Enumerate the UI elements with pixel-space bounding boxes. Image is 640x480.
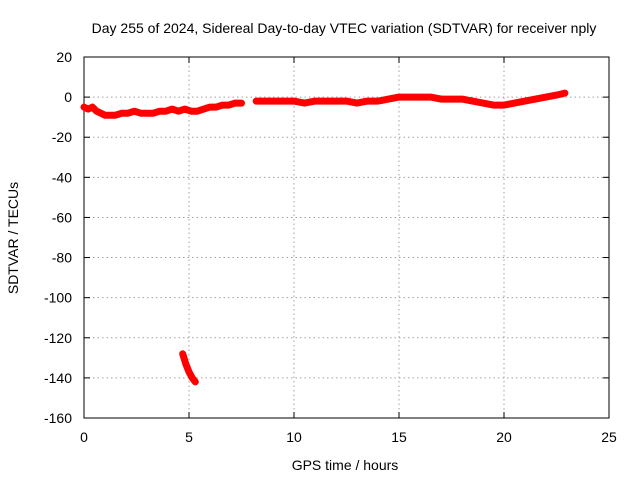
plot-frame <box>83 56 610 419</box>
y-tick-label: -120 <box>44 330 72 346</box>
x-tick-label: 5 <box>185 429 193 445</box>
series-line-sdtvar-dip <box>179 350 199 386</box>
axis-ticks <box>83 56 610 419</box>
chart-title: Day 255 of 2024, Sidereal Day-to-day VTE… <box>92 20 597 36</box>
grid-lines <box>84 57 609 418</box>
x-tick-label: 25 <box>601 429 617 445</box>
y-tick-label: -160 <box>44 410 72 426</box>
x-tick-label: 20 <box>496 429 512 445</box>
y-tick-label: 0 <box>64 89 72 105</box>
y-tick-label: -80 <box>52 250 72 266</box>
y-axis-label: SDTVAR / TECUs <box>5 182 21 294</box>
x-tick-label: 15 <box>391 429 407 445</box>
y-tick-label: -20 <box>52 129 72 145</box>
x-tick-label: 0 <box>80 429 88 445</box>
x-axis-label: GPS time / hours <box>292 457 399 473</box>
y-tick-label: -100 <box>44 290 72 306</box>
x-tick-labels: 0 5 10 15 20 25 <box>80 429 617 445</box>
y-tick-label: -60 <box>52 209 72 225</box>
y-tick-label: -40 <box>52 169 72 185</box>
series-line-sdtvar-main-1 <box>80 99 245 119</box>
y-tick-label: -140 <box>44 370 72 386</box>
x-tick-label: 10 <box>286 429 302 445</box>
data-series <box>80 89 569 386</box>
y-tick-label: 20 <box>56 49 72 65</box>
y-tick-labels: 20 0 -20 -40 -60 -80 -100 -120 -140 -160 <box>44 49 72 426</box>
series-line-sdtvar-main-2 <box>252 89 569 109</box>
